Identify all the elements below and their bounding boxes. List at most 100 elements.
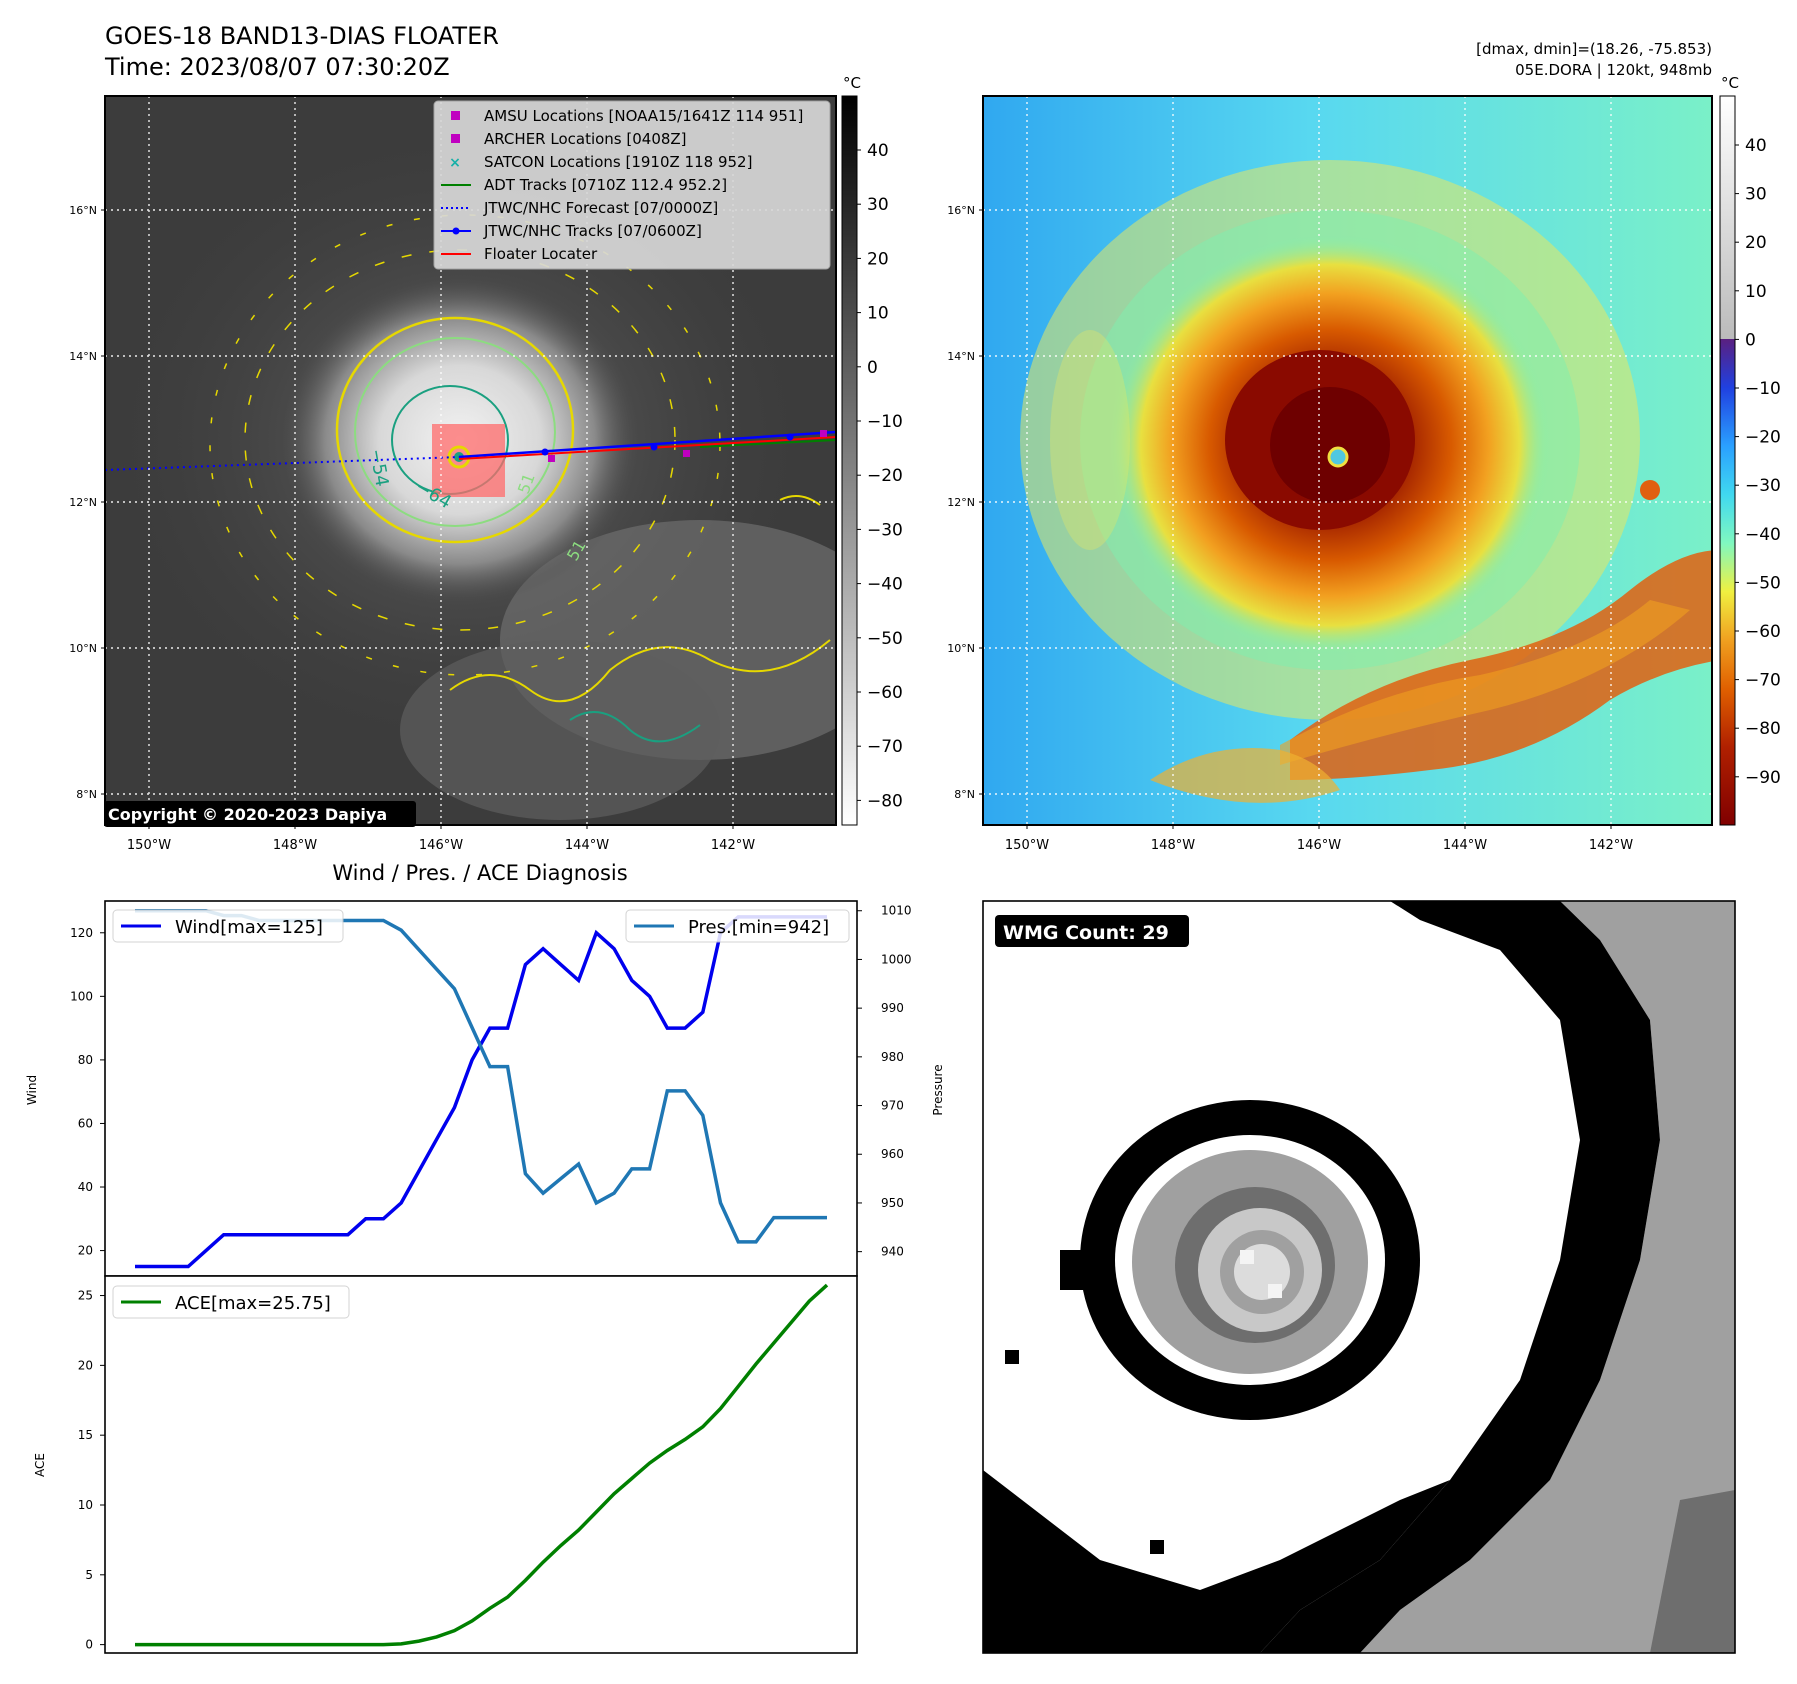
legend-label: JTWC/NHC Forecast [07/0000Z] <box>483 199 718 217</box>
colorbar-tick-label: −80 <box>867 791 903 811</box>
legend-label: ADT Tracks [0710Z 112.4 952.2] <box>484 176 727 194</box>
legend-label: JTWC/NHC Tracks [07/0600Z] <box>483 222 702 240</box>
lat-tick-label: 16°N <box>69 204 97 217</box>
lon-tick-label: 150°W <box>1005 838 1049 853</box>
color-lon-ticks: 150°W 148°W 146°W 144°W 142°W <box>1005 825 1633 853</box>
colorbar-tick-label: −30 <box>867 520 903 540</box>
colorbar-tick-label: 30 <box>867 195 889 215</box>
colorbar-tick-label: −70 <box>1745 671 1781 691</box>
colorbar-tick-label: 40 <box>867 141 889 161</box>
lon-tick-label: 144°W <box>565 838 609 853</box>
lon-tick-label: 144°W <box>1443 838 1487 853</box>
legend-marker <box>451 134 460 143</box>
legend-item: AMSU Locations [NOAA15/1641Z 114 951] <box>451 107 803 125</box>
lat-tick-label: 12°N <box>947 496 975 509</box>
color-colorbar: °C 40 30 20 10 0 −10 −20 −30 −40 −50 −60 −70 −80 −90 <box>1719 74 1781 826</box>
lat-tick-label: 10°N <box>69 642 97 655</box>
colorbar-tick-label: −90 <box>1745 768 1781 788</box>
ir-colorbar-unit: °C <box>843 74 861 92</box>
colorbar-tick-label: −10 <box>867 412 903 432</box>
ace-tick-label: 25 <box>78 1289 93 1303</box>
wind-legend: Wind[max=125] <box>112 909 344 943</box>
colorbar-tick-label: −60 <box>1745 622 1781 642</box>
colorbar-tick-label: 0 <box>867 358 878 378</box>
storm-summary-text: 05E.DORA | 120kt, 948mb <box>1515 61 1712 79</box>
colorbar-tick-label: 30 <box>1745 185 1767 205</box>
pressure-legend-label: Pres.[min=942] <box>688 917 829 938</box>
lat-tick-label: 12°N <box>69 496 97 509</box>
colorbar-tick-label: 10 <box>867 304 889 324</box>
legend-marker: × <box>449 155 461 171</box>
pressure-tick-label: 960 <box>881 1147 904 1161</box>
wmg-count-badge: WMG Count: 29 <box>1003 922 1169 944</box>
lat-tick-label: 14°N <box>69 350 97 363</box>
legend-label: AMSU Locations [NOAA15/1641Z 114 951] <box>484 107 803 125</box>
ir-lat-ticks: 16°N 14°N 12°N 10°N 8°N <box>69 204 105 801</box>
wind-axis-label: Wind <box>25 1075 39 1105</box>
colorbar-tick-label: 10 <box>1745 282 1767 302</box>
pressure-legend: Pres.[min=942] <box>625 909 850 943</box>
color-colorbar-unit: °C <box>1721 74 1739 92</box>
legend-marker <box>452 227 460 235</box>
chart-title: Wind / Pres. / ACE Diagnosis <box>332 861 627 885</box>
colorbar-tick-label: 20 <box>1745 233 1767 253</box>
ace-axis-label: ACE <box>33 1453 47 1477</box>
wind-tick-label: 80 <box>78 1053 93 1067</box>
ace-legend-label: ACE[max=25.75] <box>175 1293 331 1314</box>
wind-tick-label: 40 <box>78 1180 93 1194</box>
color-lat-ticks: 16°N 14°N 12°N 10°N 8°N <box>947 204 983 801</box>
lat-tick-label: 16°N <box>947 204 975 217</box>
copyright-text: Copyright © 2020-2023 Dapiya <box>108 805 387 824</box>
pressure-axis-label: Pressure <box>931 1064 945 1115</box>
color-image <box>983 96 1712 825</box>
ace-tick-label: 0 <box>85 1638 93 1652</box>
wind-legend-label: Wind[max=125] <box>175 917 323 938</box>
colorbar-tick-label: −60 <box>867 683 903 703</box>
wind-tick-label: 60 <box>78 1116 93 1130</box>
ir-panel: −54 −64 51 51 AMSU Locations [NOAA15/164… <box>69 74 903 853</box>
wind-tick-label: 20 <box>78 1244 93 1258</box>
legend-marker <box>451 111 460 120</box>
pressure-tick-label: 990 <box>881 1001 904 1015</box>
ir-lon-ticks: 150°W 148°W 146°W 144°W 142°W <box>127 825 755 853</box>
legend-item: JTWC/NHC Forecast [07/0000Z] <box>441 199 718 217</box>
pressure-tick-label: 1010 <box>881 904 912 918</box>
colorbar-tick-label: −20 <box>1745 428 1781 448</box>
pressure-tick-label: 950 <box>881 1196 904 1210</box>
color-panel: 16°N 14°N 12°N 10°N 8°N 150°W 148°W 146°W 144°W… <box>947 74 1781 853</box>
legend-item: JTWC/NHC Tracks [07/0600Z] <box>441 222 702 240</box>
diagnosis-chart: Wind / Pres. / ACE Diagnosis Wind Pressu… <box>25 861 945 1654</box>
colorbar-tick-label: −30 <box>1745 476 1781 496</box>
ir-colorbar: °C 40 30 20 10 0 −10 −20 −30 −40 −50 −60 −70 −80 <box>841 74 903 826</box>
ir-legend: AMSU Locations [NOAA15/1641Z 114 951] ARC… <box>433 100 831 270</box>
wind-tick-label: 100 <box>70 989 93 1003</box>
pressure-tick-label: 1000 <box>881 952 912 966</box>
main-title: GOES-18 BAND13-DIAS FLOATER <box>105 22 499 50</box>
diag-range-text: [dmax, dmin]=(18.26, -75.853) <box>1476 40 1712 58</box>
legend-item: Floater Locater <box>441 245 598 263</box>
colorbar-tick-label: 0 <box>1745 330 1756 350</box>
colorbar-tick-label: −70 <box>867 737 903 757</box>
lon-tick-label: 146°W <box>419 838 463 853</box>
lat-tick-label: 8°N <box>76 788 97 801</box>
wind-tick-label: 120 <box>70 926 93 940</box>
ace-legend: ACE[max=25.75] <box>112 1285 350 1319</box>
ace-tick-label: 10 <box>78 1498 93 1512</box>
pressure-tick-label: 940 <box>881 1245 904 1259</box>
colorbar-tick-label: 20 <box>867 249 889 269</box>
colorbar-tick-label: −80 <box>1745 719 1781 739</box>
colorbar-tick-label: −10 <box>1745 379 1781 399</box>
ace-tick-label: 5 <box>85 1568 93 1582</box>
legend-item: ADT Tracks [0710Z 112.4 952.2] <box>441 176 727 194</box>
lon-tick-label: 148°W <box>273 838 317 853</box>
lon-tick-label: 148°W <box>1151 838 1195 853</box>
ace-line <box>135 1283 829 1647</box>
lat-tick-label: 8°N <box>954 788 975 801</box>
pressure-tick-label: 970 <box>881 1099 904 1113</box>
main-time: Time: 2023/08/07 07:30:20Z <box>104 53 450 81</box>
ace-tick-label: 15 <box>78 1428 93 1442</box>
colorbar-tick-label: 40 <box>1745 136 1767 156</box>
legend-label: SATCON Locations [1910Z 118 952] <box>484 153 752 171</box>
colorbar-tick-label: −40 <box>867 575 903 595</box>
